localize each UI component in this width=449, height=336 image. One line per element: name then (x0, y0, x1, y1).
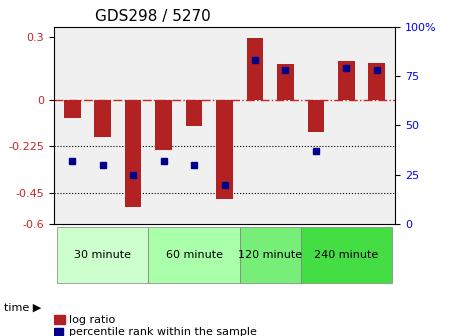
Bar (94, 99, 111, 137)
FancyBboxPatch shape (301, 227, 392, 283)
Text: 240 minute: 240 minute (314, 250, 379, 260)
Text: 30 minute: 30 minute (74, 250, 131, 260)
Bar (277, 64, 294, 99)
Text: percentile rank within the sample: percentile rank within the sample (69, 327, 257, 336)
Text: 120 minute: 120 minute (238, 250, 302, 260)
Bar (369, 63, 385, 99)
Text: time ▶: time ▶ (4, 302, 42, 312)
Text: log ratio: log ratio (69, 314, 115, 325)
Bar (155, 99, 172, 150)
Bar (247, 38, 264, 99)
FancyBboxPatch shape (57, 227, 148, 283)
FancyBboxPatch shape (148, 227, 240, 283)
Bar (308, 99, 324, 132)
FancyBboxPatch shape (240, 227, 301, 283)
Bar (125, 99, 141, 207)
Bar (64, 99, 80, 118)
Text: 60 minute: 60 minute (166, 250, 223, 260)
Bar (338, 61, 355, 99)
Bar (216, 99, 233, 199)
Text: GDS298 / 5270: GDS298 / 5270 (95, 9, 211, 24)
Bar (54, 315, 66, 324)
Bar (54, 328, 63, 336)
Bar (185, 99, 202, 126)
